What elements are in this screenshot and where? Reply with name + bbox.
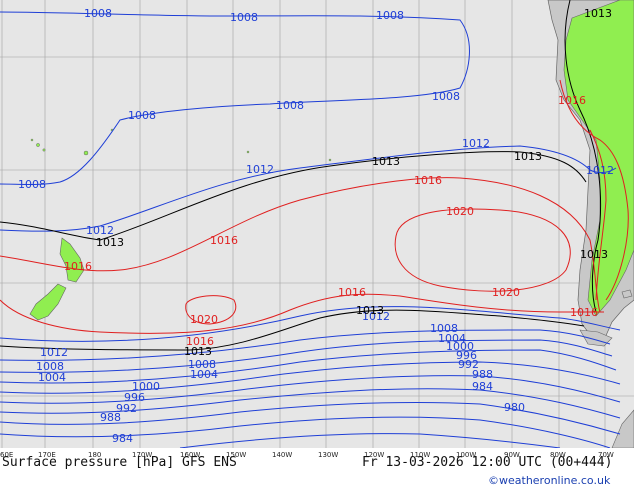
lon-label: 100W xyxy=(456,451,476,459)
label-984: 984 xyxy=(472,380,493,393)
lon-label: 180 xyxy=(88,451,101,459)
label-1020: 1020 xyxy=(446,205,474,218)
label-1013: 1013 xyxy=(514,150,542,163)
label-984: 984 xyxy=(112,432,133,445)
label-1008: 1008 xyxy=(36,360,64,373)
label-1013: 1013 xyxy=(580,248,608,261)
label-1008: 1008 xyxy=(430,322,458,335)
label-992: 992 xyxy=(116,402,137,415)
lon-label: 170W xyxy=(132,451,152,459)
label-1012: 1012 xyxy=(246,163,274,176)
credit-link[interactable]: ©weatheronline.co.uk xyxy=(488,474,611,487)
isobars-blue-north xyxy=(0,11,617,232)
label-1012: 1012 xyxy=(362,310,390,323)
lon-label: 90W xyxy=(504,451,520,459)
nz-south-island xyxy=(29,283,67,321)
label-1008: 1008 xyxy=(188,358,216,371)
label-1013: 1013 xyxy=(184,345,212,358)
lon-label: 170E xyxy=(38,451,56,459)
label-1004: 1004 xyxy=(38,371,66,384)
label-1012: 1012 xyxy=(586,164,614,177)
label-1016: 1016 xyxy=(64,260,92,273)
lon-label: 160W xyxy=(180,451,200,459)
label-1013: 1013 xyxy=(356,304,384,317)
label-1016: 1016 xyxy=(570,306,598,319)
label-992: 992 xyxy=(458,358,479,371)
lon-label: 60E xyxy=(0,451,13,459)
label-1013: 1013 xyxy=(584,7,612,20)
label-1008: 1008 xyxy=(230,11,258,24)
label-1004: 1004 xyxy=(190,368,218,381)
label-988: 988 xyxy=(100,411,121,424)
label-1008: 1008 xyxy=(128,109,156,122)
label-1004: 1004 xyxy=(438,332,466,345)
label-1008: 1008 xyxy=(18,178,46,191)
label-1016: 1016 xyxy=(186,335,214,348)
lon-label: 110W xyxy=(410,451,430,459)
product-title: Surface pressure [hPa] GFS ENS xyxy=(2,455,237,470)
nz-north-island xyxy=(59,237,85,283)
longitude-labels: 60E 170E 180 170W 160W 150W 140W 130W 12… xyxy=(0,451,614,459)
falklands xyxy=(621,289,633,299)
label-996: 996 xyxy=(456,349,477,362)
label-980: 980 xyxy=(504,401,525,414)
label-1013: 1013 xyxy=(96,236,124,249)
grid xyxy=(0,0,634,448)
lon-label: 140W xyxy=(272,451,292,459)
label-1013: 1013 xyxy=(372,155,400,168)
label-988: 988 xyxy=(472,368,493,381)
label-1008: 1008 xyxy=(376,9,404,22)
footer-band xyxy=(0,448,634,490)
south-america-green xyxy=(563,0,634,317)
lon-label: 150W xyxy=(226,451,246,459)
label-1000: 1000 xyxy=(132,380,160,393)
label-996: 996 xyxy=(124,391,145,404)
label-1008: 1008 xyxy=(84,7,112,20)
label-1020: 1020 xyxy=(492,286,520,299)
isobars-black-1013 xyxy=(0,0,602,351)
lon-label: 80W xyxy=(550,451,566,459)
isobars-blue-south xyxy=(0,306,621,449)
label-1012: 1012 xyxy=(86,224,114,237)
lon-label: 130W xyxy=(318,451,338,459)
label-1008: 1008 xyxy=(432,90,460,103)
label-1012: 1012 xyxy=(40,346,68,359)
label-1008: 1008 xyxy=(276,99,304,112)
isobar-labels: 1008 1008 1008 1008 1008 1008 1008 1012 … xyxy=(18,7,614,445)
label-1016: 1016 xyxy=(338,286,366,299)
label-1000: 1000 xyxy=(446,340,474,353)
valid-time: Fr 13-03-2026 12:00 UTC (00+444) xyxy=(362,455,612,470)
label-1012: 1012 xyxy=(462,137,490,150)
label-1020: 1020 xyxy=(190,313,218,326)
lon-label: 120W xyxy=(364,451,384,459)
label-1016: 1016 xyxy=(558,94,586,107)
label-1016: 1016 xyxy=(210,234,238,247)
lon-label: 70W xyxy=(598,451,614,459)
label-1016: 1016 xyxy=(414,174,442,187)
land-new-zealand xyxy=(29,237,85,321)
isobars-red-high xyxy=(0,79,629,334)
